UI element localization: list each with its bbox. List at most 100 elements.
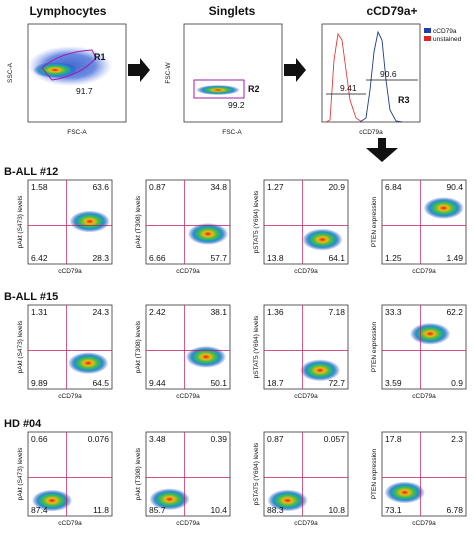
quadrant-percent-bottom-left: 87.4 bbox=[31, 505, 48, 515]
panel-frame bbox=[27, 304, 113, 390]
legend-swatch-unstained bbox=[424, 36, 431, 41]
density-cloud bbox=[149, 488, 190, 511]
quadrant-percent-top-right: 0.057 bbox=[324, 434, 346, 444]
cd79a-histogram-frame bbox=[321, 23, 421, 123]
scatter-panel-2-0: 0.66 0.076 87.4 11.8 cCD79a pAkt (S473) level… bbox=[17, 431, 113, 527]
group-label-2: HD #04 bbox=[4, 418, 42, 430]
legend-label-unstained: unstained bbox=[433, 36, 462, 43]
singlets-y-axis-label: FSC-W bbox=[165, 61, 172, 83]
x-axis-label: cCD79a bbox=[58, 520, 82, 527]
quadrant-percent-top-right: 38.1 bbox=[210, 307, 227, 317]
panel-frame bbox=[145, 179, 231, 265]
scatter-panel-0-0: 1.58 63.6 6.42 28.3 cCD79a pAkt (S473) levels bbox=[17, 179, 113, 275]
y-axis-label: pAkt (S473) levels bbox=[17, 447, 24, 500]
y-axis-label: PTEN expression bbox=[371, 321, 378, 372]
y-axis-label: pAkt (S473) levels bbox=[17, 195, 24, 248]
y-axis-label: pSTAT5 (Y694) levels bbox=[253, 190, 260, 253]
panel-frame bbox=[381, 304, 467, 390]
lymphocytes-x-axis-label: FSC-A bbox=[67, 129, 87, 136]
quadrant-percent-top-left: 1.36 bbox=[267, 307, 284, 317]
y-axis-label: pSTAT5 (Y694) levels bbox=[253, 442, 260, 505]
r2-gate-label: R2 bbox=[248, 84, 260, 94]
density-cloud bbox=[69, 210, 110, 233]
y-axis-label: pSTAT5 (Y694) levels bbox=[253, 315, 260, 378]
histogram-positive-percent: 90.6 bbox=[380, 69, 397, 79]
scatter-panel-2-3: 17.8 2.3 73.1 6.78 cCD79a PTEN expression bbox=[371, 431, 467, 527]
quadrant-percent-bottom-left: 13.8 bbox=[267, 253, 284, 263]
scatter-panel-1-2: 1.36 7.18 18.7 72.7 cCD79a pSTAT5 (Y694) leve… bbox=[253, 304, 349, 400]
quadrant-percent-bottom-left: 6.42 bbox=[31, 253, 48, 263]
y-axis-label: PTEN expression bbox=[371, 196, 378, 247]
y-axis-label: pAkt (T308) levels bbox=[135, 195, 142, 248]
quadrant-percent-top-left: 0.87 bbox=[267, 434, 284, 444]
quadrant-percent-bottom-right: 28.3 bbox=[92, 253, 109, 263]
r3-gate-label: R3 bbox=[398, 95, 410, 105]
x-axis-label: cCD79a bbox=[176, 520, 200, 527]
x-axis-label: cCD79a bbox=[412, 393, 436, 400]
y-axis-label: pAkt (T308) levels bbox=[135, 447, 142, 500]
density-cloud bbox=[31, 489, 73, 512]
quadrant-percent-bottom-right: 10.4 bbox=[210, 505, 227, 515]
arrow-1-icon bbox=[128, 58, 150, 82]
density-cloud bbox=[187, 222, 229, 245]
quadrant-percent-bottom-right: 1.49 bbox=[446, 253, 463, 263]
singlets-plot: R2 99.2 FSC-A FSC-W bbox=[165, 23, 283, 136]
x-axis-label: cCD79a bbox=[412, 268, 436, 275]
density-cloud bbox=[384, 481, 425, 504]
quadrant-percent-top-left: 1.58 bbox=[31, 182, 48, 192]
group-label-1: B-ALL #15 bbox=[4, 291, 58, 303]
quadrant-percent-top-left: 3.48 bbox=[149, 434, 166, 444]
arrow-2-icon bbox=[284, 58, 306, 82]
quadrant-percent-bottom-left: 1.25 bbox=[385, 253, 402, 263]
quadrant-grid: B-ALL #12 1.58 63.6 6.42 28.3 cCD79a pAkt (S47… bbox=[4, 166, 467, 527]
quadrant-percent-bottom-right: 72.7 bbox=[328, 378, 345, 388]
quadrant-percent-top-left: 0.87 bbox=[149, 182, 166, 192]
quadrant-percent-bottom-left: 6.66 bbox=[149, 253, 166, 263]
histogram-negative-percent: 9.41 bbox=[340, 83, 357, 93]
scatter-panel-2-1: 3.48 0.39 85.7 10.4 cCD79a pAkt (T308) levels bbox=[135, 431, 231, 527]
lymphocytes-y-axis-label: SSC-A bbox=[7, 62, 14, 83]
quadrant-percent-bottom-left: 73.1 bbox=[385, 505, 402, 515]
singlets-x-axis-label: FSC-A bbox=[222, 129, 242, 136]
quadrant-percent-top-right: 0.076 bbox=[88, 434, 110, 444]
title-singlets: Singlets bbox=[209, 4, 256, 18]
density-cloud bbox=[423, 197, 464, 219]
quadrant-percent-bottom-right: 57.7 bbox=[210, 253, 227, 263]
panel-frame bbox=[263, 179, 349, 265]
quadrant-percent-bottom-right: 64.5 bbox=[92, 378, 109, 388]
panel-frame bbox=[145, 304, 231, 390]
x-axis-label: cCD79a bbox=[294, 520, 318, 527]
histogram-unstained-curve bbox=[325, 32, 363, 123]
quadrant-percent-top-right: 20.9 bbox=[328, 182, 345, 192]
x-axis-label: cCD79a bbox=[176, 268, 200, 275]
quadrant-percent-top-left: 1.31 bbox=[31, 307, 48, 317]
panel-frame bbox=[381, 431, 467, 517]
legend-swatch-cd79a bbox=[424, 28, 431, 33]
density-cloud bbox=[267, 489, 308, 512]
group-label-0: B-ALL #12 bbox=[4, 166, 58, 178]
y-axis-label: pAkt (T308) levels bbox=[135, 320, 142, 373]
quadrant-percent-top-right: 62.2 bbox=[446, 307, 463, 317]
lymphocytes-plot: R1 91.7 FSC-A SSC-A bbox=[7, 23, 127, 136]
density-cloud bbox=[68, 352, 109, 375]
quadrant-percent-bottom-right: 10.8 bbox=[328, 505, 345, 515]
scatter-panel-0-2: 1.27 20.9 13.8 64.1 cCD79a pSTAT5 (Y694) leve… bbox=[253, 179, 349, 275]
scatter-panel-1-0: 1.31 24.3 9.89 64.5 cCD79a pAkt (S473) levels bbox=[17, 304, 113, 400]
density-cloud bbox=[302, 228, 343, 251]
quadrant-percent-bottom-left: 3.59 bbox=[385, 378, 402, 388]
r2-gate-percent: 99.2 bbox=[228, 100, 245, 110]
r1-gate-percent: 91.7 bbox=[76, 86, 93, 96]
arrow-down-icon bbox=[366, 138, 398, 162]
quadrant-percent-top-right: 2.3 bbox=[451, 434, 463, 444]
scatter-panel-1-3: 33.3 62.2 3.59 0.9 cCD79a PTEN expression bbox=[371, 304, 467, 400]
cd79a-histogram-x-axis-label: cCD79a bbox=[359, 129, 383, 136]
quadrant-percent-bottom-left: 18.7 bbox=[267, 378, 284, 388]
x-axis-label: cCD79a bbox=[176, 393, 200, 400]
scatter-panel-2-2: 0.87 0.057 88.3 10.8 cCD79a pSTAT5 (Y694) lev… bbox=[253, 431, 349, 527]
quadrant-percent-top-right: 0.39 bbox=[210, 434, 227, 444]
scatter-panel-0-3: 6.84 90.4 1.25 1.49 cCD79a PTEN expression bbox=[371, 179, 467, 275]
scatter-panel-0-1: 0.87 34.8 6.66 57.7 cCD79a pAkt (T308) levels bbox=[135, 179, 231, 275]
r1-gate-label: R1 bbox=[94, 52, 106, 62]
